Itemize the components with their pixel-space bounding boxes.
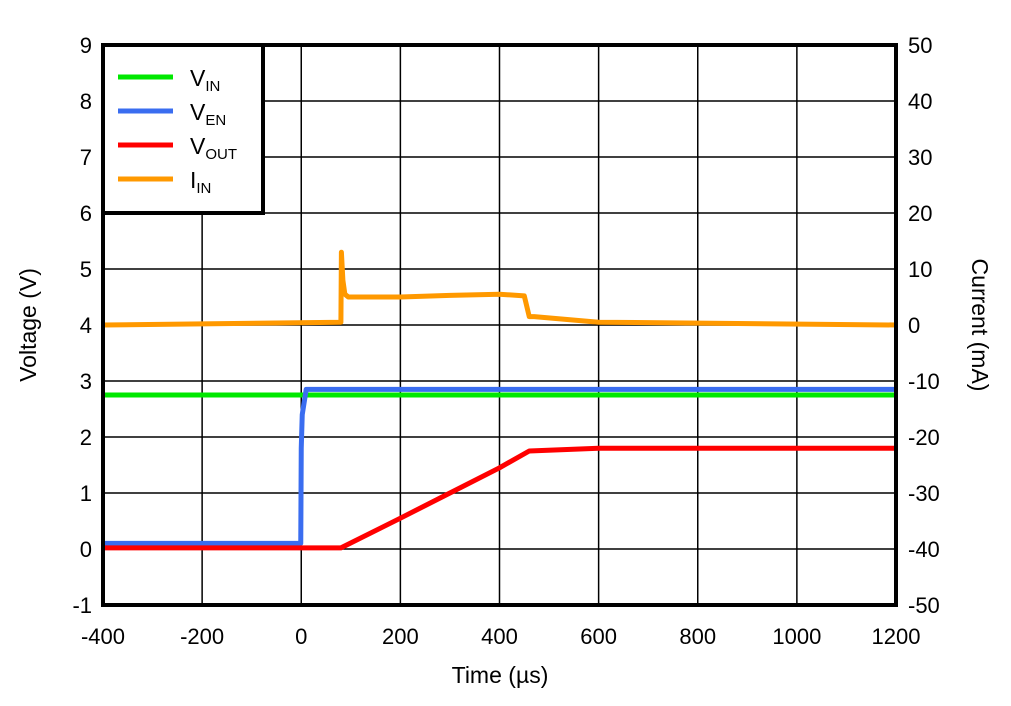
y-tick-label: 8 [80, 89, 92, 114]
y-axis-right-ticks: 50 40 30 20 10 0 -10 -20 -30 -40 -50 [908, 33, 940, 618]
y-tick-label: 5 [80, 257, 92, 282]
y-tick-label: 0 [80, 537, 92, 562]
plot-area-border [101, 43, 898, 607]
y-tick-label: 3 [80, 369, 92, 394]
x-tick-label: 200 [382, 624, 419, 649]
y-axis-ticks: 9 8 7 6 5 4 3 2 1 0 -1 [72, 33, 92, 618]
legend: VIN VEN VOUT IIN [101, 43, 265, 215]
y-tick-label: 1 [80, 481, 92, 506]
data-series [102, 249, 897, 551]
y-tick-label: 9 [80, 33, 92, 58]
series-ven [103, 386, 896, 546]
y-right-tick-label: -40 [908, 537, 940, 562]
legend-label-vout: VOUT [190, 133, 237, 163]
y-right-tick-label: -30 [908, 481, 940, 506]
x-tick-label: 600 [580, 624, 617, 649]
y-tick-label: 4 [80, 313, 92, 338]
y-axis-right-label: Current (mA) [967, 259, 993, 392]
y-right-tick-label: 30 [908, 145, 932, 170]
series-iin [102, 249, 897, 328]
y-right-tick-label: -20 [908, 425, 940, 450]
y-tick-label: 7 [80, 145, 92, 170]
legend-label-ven: VEN [190, 99, 226, 129]
y-axis-label: Voltage (V) [15, 268, 41, 382]
y-tick-label: -1 [72, 593, 92, 618]
y-tick-label: 2 [80, 425, 92, 450]
y-right-tick-label: -10 [908, 369, 940, 394]
y-right-tick-label: -50 [908, 593, 940, 618]
x-tick-label: -400 [81, 624, 125, 649]
y-right-tick-label: 40 [908, 89, 932, 114]
y-tick-label: 6 [80, 201, 92, 226]
legend-label-vin: VIN [190, 65, 220, 95]
y-right-tick-label: 0 [908, 313, 920, 338]
legend-label-iin: IIN [190, 167, 211, 197]
x-axis-label: Time (µs) [452, 662, 549, 688]
x-tick-label: 1200 [872, 624, 921, 649]
legend-box [101, 43, 265, 215]
x-tick-label: 400 [481, 624, 518, 649]
series-vout [103, 445, 896, 551]
x-tick-label: 800 [679, 624, 716, 649]
y-right-tick-label: 50 [908, 33, 932, 58]
x-tick-label: 1000 [772, 624, 821, 649]
x-tick-label: -200 [180, 624, 224, 649]
y-right-tick-label: 20 [908, 201, 932, 226]
y-right-tick-label: 10 [908, 257, 932, 282]
x-tick-label: 0 [295, 624, 307, 649]
x-axis-ticks: -400 -200 0 200 400 600 800 1000 1200 [81, 624, 921, 649]
